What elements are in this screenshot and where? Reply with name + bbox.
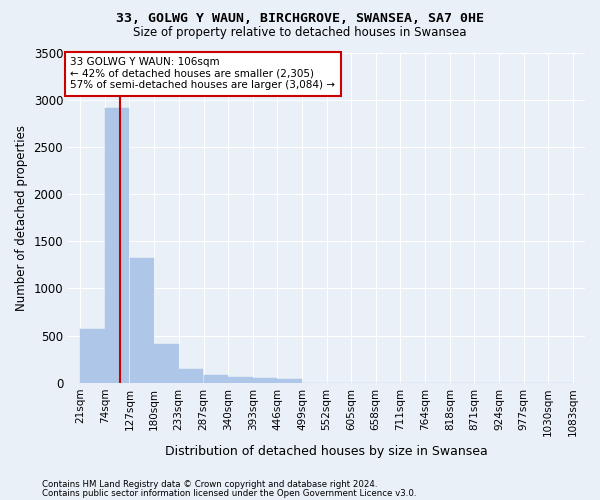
X-axis label: Distribution of detached houses by size in Swansea: Distribution of detached houses by size … (165, 444, 488, 458)
Bar (130, 258, 154, 382)
Bar (154, 344, 179, 383)
Bar (179, 368, 203, 382)
Bar (204, 375, 228, 382)
Bar (80, 329, 105, 382)
Y-axis label: Number of detached properties: Number of detached properties (15, 124, 28, 310)
Text: 33 GOLWG Y WAUN: 106sqm
← 42% of detached houses are smaller (2,305)
57% of semi: 33 GOLWG Y WAUN: 106sqm ← 42% of detache… (70, 57, 335, 90)
Bar (277, 380, 302, 382)
Text: 33, GOLWG Y WAUN, BIRCHGROVE, SWANSEA, SA7 0HE: 33, GOLWG Y WAUN, BIRCHGROVE, SWANSEA, S… (116, 12, 484, 26)
Text: Contains public sector information licensed under the Open Government Licence v3: Contains public sector information licen… (42, 489, 416, 498)
Text: Size of property relative to detached houses in Swansea: Size of property relative to detached ho… (133, 26, 467, 39)
Bar (229, 378, 253, 382)
Bar (105, 108, 130, 382)
Text: Contains HM Land Registry data © Crown copyright and database right 2024.: Contains HM Land Registry data © Crown c… (42, 480, 377, 489)
Bar (253, 378, 277, 382)
